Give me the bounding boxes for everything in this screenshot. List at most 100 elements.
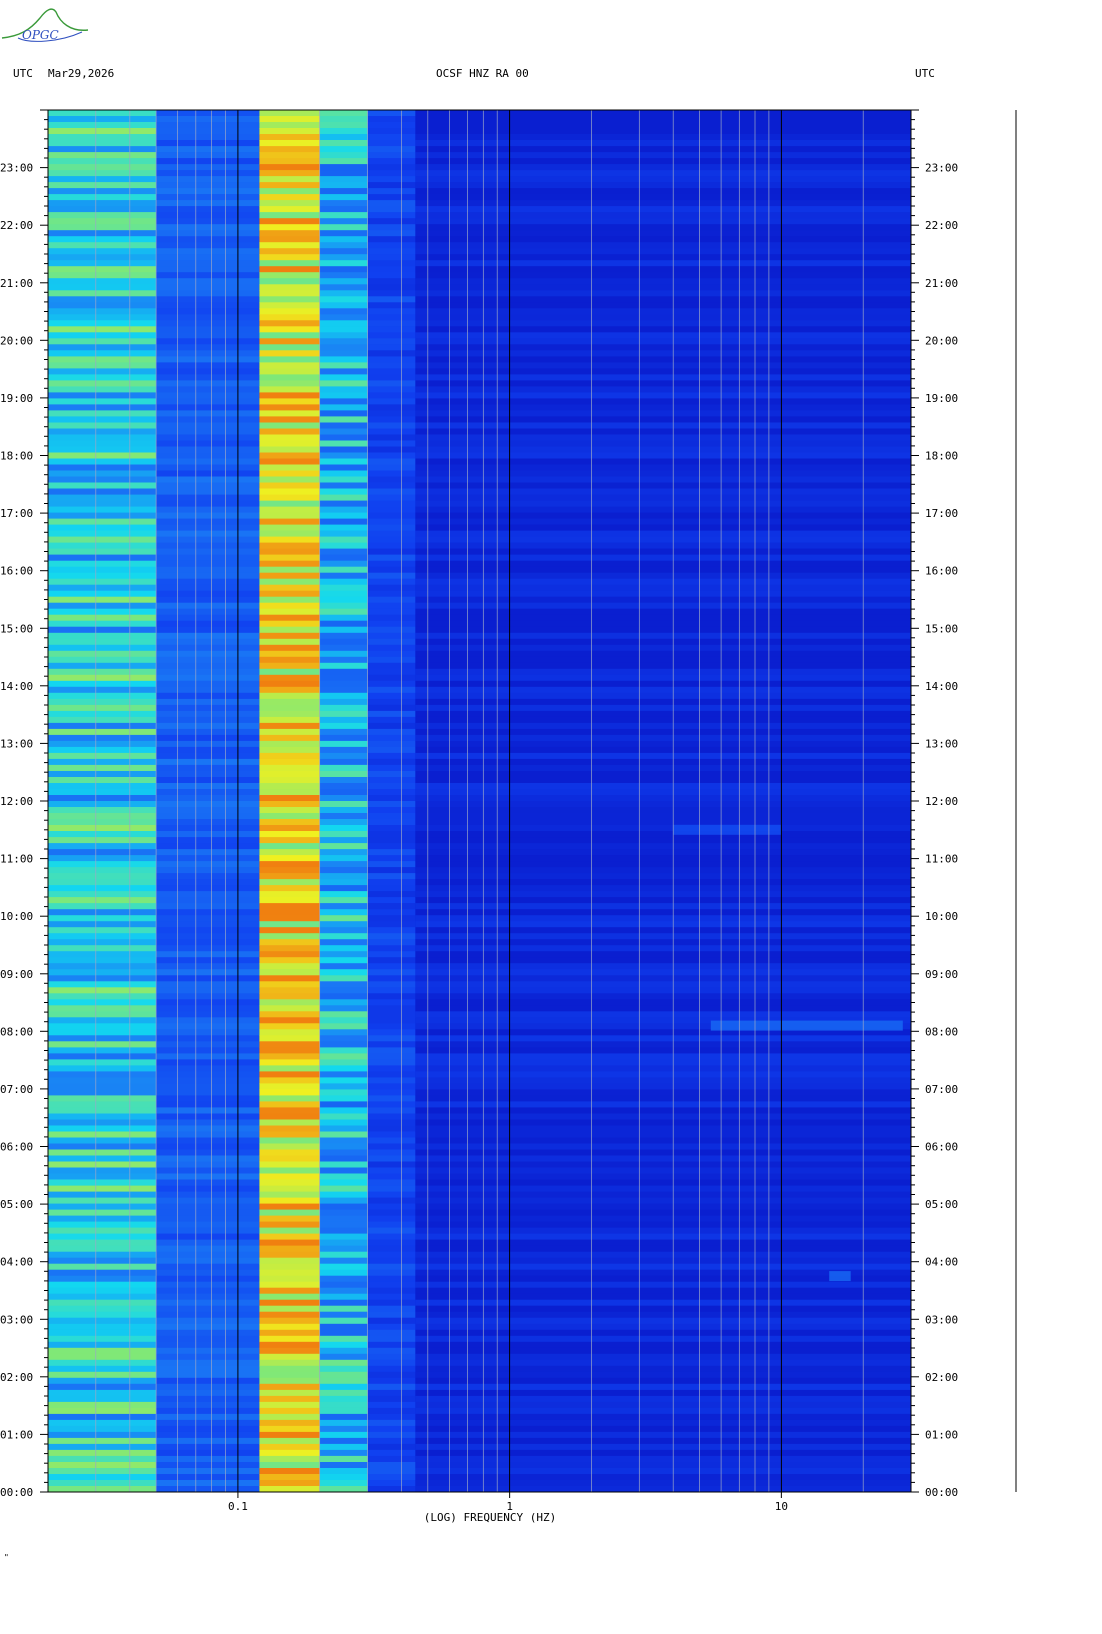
spectrogram-cell [156,1023,260,1030]
spectrogram-cell [319,380,368,387]
spectrogram-cell [48,777,157,784]
spectrogram-cell [415,686,911,694]
spectrogram-cell [48,1215,157,1223]
spectrogram-cell [367,542,416,550]
spectrogram-cell [48,626,157,634]
spectrogram-cell [367,1443,416,1451]
spectrogram-cell [367,819,416,826]
spectrogram-cell [259,482,320,490]
spectrogram-cell [48,632,157,640]
spectrogram-cell [156,1125,260,1133]
spectrogram-cell [367,1059,416,1066]
spectrogram-cell [415,620,911,628]
spectrogram-cell [259,1365,320,1373]
spectrogram-cell [367,963,416,970]
spectrogram-cell [319,783,368,790]
spectrogram-cell [259,1011,320,1018]
spectrogram-cell [259,500,320,508]
spectrogram-cell [156,554,260,562]
spectrogram-cell [367,626,416,634]
spectrogram-cell [367,933,416,940]
spectrogram-cell [367,356,416,363]
spectrogram-cell [415,158,911,165]
spectrogram-cell [415,1167,911,1175]
spectrogram-cell [156,1077,260,1084]
spectrogram-cell [156,951,260,958]
frequency-gridlines [95,110,864,1492]
spectrogram-cell [259,1149,320,1157]
spectrogram-cell [156,116,260,123]
spectrogram-cell [415,296,911,303]
spectrogram-cell [48,446,157,454]
spectrogram-cell [156,206,260,213]
spectrogram-cell [156,1437,260,1445]
spectrogram-cell [319,1227,368,1235]
spectrogram-cell [48,422,157,430]
spectrogram-cell [48,1149,157,1157]
spectrogram-cell [319,1407,368,1415]
spectrogram-cell [259,182,320,189]
spectrogram-cell [415,1221,911,1229]
spectrogram-cell [319,915,368,922]
spectrogram-cell [415,1101,911,1108]
spectrogram-cell [415,1419,911,1427]
spectrogram-cell [156,500,260,508]
spectrogram-cell [48,674,157,682]
spectrogram-cell [415,795,911,802]
spectrogram-cell [48,855,157,862]
spectrogram-cell [156,1083,260,1090]
spectrogram-cell [48,1486,157,1492]
spectrogram-cell [415,338,911,345]
spectrogram-cell [319,1245,368,1253]
spectrogram-cell [48,909,157,916]
spectrogram-cell [319,825,368,832]
spectrogram-cell [259,356,320,363]
spectrogram-cell [367,668,416,676]
spectrogram-cell [156,1035,260,1042]
spectrogram-cell [259,164,320,171]
spectrogram-cell [156,686,260,694]
spectrogram-cell [367,993,416,1000]
spectrogram-cell [156,146,260,153]
spectrogram-cell [319,728,368,736]
spectrogram-cell [319,1161,368,1169]
spectrogram-cell [319,1431,368,1439]
spectrogram-cell [319,1197,368,1205]
spectrogram-cell [48,825,157,832]
spectrogram-cell [319,740,368,748]
spectrogram-cell [415,134,911,141]
spectrogram-cell [156,344,260,351]
spectrogram-cell [319,260,368,267]
spectrogram-cell [48,1197,157,1205]
time-tick-label-left: 16:00 [0,565,33,578]
spectrogram-cell [319,1257,368,1265]
spectrogram-cell [48,771,157,778]
spectrogram-cell [415,404,911,411]
spectrogram-cell [367,470,416,478]
spectrogram-cell [367,1209,416,1217]
spectrogram-cell [367,140,416,147]
spectrogram-cell [259,674,320,682]
spectrogram-cell [415,572,911,580]
spectrogram-cell [367,1083,416,1090]
spectrogram-cell [156,212,260,219]
spectrogram-cell [415,843,911,850]
spectrogram-cell [48,350,157,357]
spectrogram-cell [156,320,260,327]
spectrogram-cell [259,158,320,165]
spectrogram-cell [367,428,416,436]
spectrogram-cell [48,795,157,802]
spectrogram-cell [156,662,260,670]
spectrogram-cell [319,885,368,892]
spectrogram-cell [319,314,368,321]
spectrogram-cell [156,1173,260,1181]
spectrogram-cell [319,861,368,868]
spectrogram-cell [415,212,911,219]
spectrogram-cell [367,320,416,327]
spectrogram-cell [415,380,911,387]
spectrogram-cell [156,819,260,826]
spectrogram-cell [48,218,157,225]
spectrogram-cell [156,927,260,934]
spectrogram-cell [259,843,320,850]
spectrogram-cell [48,170,157,177]
